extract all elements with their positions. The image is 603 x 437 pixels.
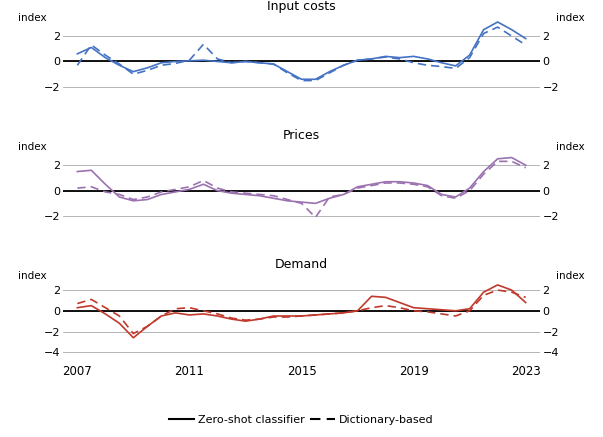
Text: index: index [557,271,585,281]
Title: Input costs: Input costs [267,0,336,13]
Text: index: index [557,13,585,23]
Text: index: index [18,142,46,152]
Text: index: index [557,142,585,152]
Title: Demand: Demand [275,258,328,271]
Title: Prices: Prices [283,129,320,142]
Text: index: index [18,13,46,23]
Legend: Zero-shot classifier, Dictionary-based: Zero-shot classifier, Dictionary-based [165,410,438,429]
Text: index: index [18,271,46,281]
